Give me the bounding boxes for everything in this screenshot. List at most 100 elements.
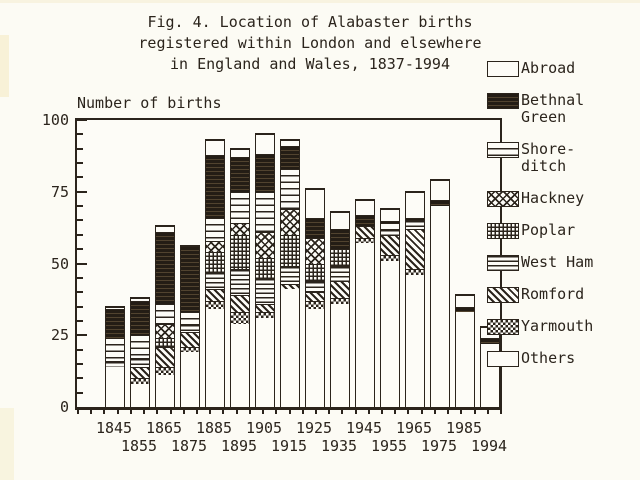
- bar-segment-bethnal: [406, 217, 424, 221]
- legend-label: Poplar: [521, 221, 576, 239]
- legend-swatch-bethnal: [487, 93, 519, 109]
- y-axis-tick: [77, 147, 83, 150]
- x-axis-label-1915: 1915: [270, 437, 308, 455]
- bar-segment-romford: [406, 229, 424, 270]
- scan-artifact-top: [0, 0, 640, 3]
- bar-segment-romford: [356, 226, 374, 238]
- x-axis-tick: [262, 410, 265, 414]
- y-axis-tick-label: 0: [59, 398, 69, 416]
- y-axis-tick: [77, 319, 83, 322]
- bar-segment-shoreditch: [131, 335, 149, 359]
- bar-segment-abroad: [306, 188, 324, 218]
- bar-segment-hackney: [256, 231, 274, 258]
- legend-item-bethnal: Bethnal Green: [487, 92, 637, 126]
- y-axis-tick: [77, 305, 83, 308]
- legend-item-yarmouth: Yarmouth: [487, 318, 637, 335]
- bar-segment-westham: [331, 266, 349, 281]
- y-axis-tick: [77, 348, 83, 351]
- stacked-bar-1855: [130, 296, 150, 407]
- x-axis-tick: [407, 410, 410, 414]
- scan-artifact-left: [0, 35, 9, 97]
- legend-swatch-hackney: [487, 191, 519, 207]
- bar-segment-others: [356, 243, 374, 407]
- bar-segment-shoreditch: [381, 223, 399, 230]
- y-axis-tick: [77, 248, 83, 251]
- figure-title-line-2: registered within London and elsewhere: [138, 34, 482, 52]
- stacked-bar-1875: [180, 245, 200, 407]
- bar-segment-yarmouth: [131, 378, 149, 385]
- bar-segment-poplar: [156, 338, 174, 347]
- x-axis-tick: [394, 410, 397, 414]
- bar-segment-abroad: [356, 200, 374, 215]
- legend-swatch-abroad: [487, 61, 519, 77]
- legend-swatch-poplar: [487, 223, 519, 239]
- x-axis-tick: [248, 410, 251, 414]
- x-axis-label-1845: 1845: [95, 419, 133, 437]
- bar-segment-shoreditch: [206, 217, 224, 241]
- bar-segment-shoreditch: [156, 303, 174, 324]
- y-axis-tick: [77, 119, 87, 121]
- stacked-bar-1925: [305, 187, 325, 407]
- figure-title-line-1: Fig. 4. Location of Alabaster births: [147, 13, 473, 31]
- legend-swatch-westham: [487, 255, 519, 271]
- bar-segment-shoreditch: [231, 191, 249, 224]
- legend-swatch-others: [487, 351, 519, 367]
- bar-segment-hackney: [156, 323, 174, 339]
- y-axis-tick-label: 100: [41, 111, 69, 129]
- bar-segment-poplar: [231, 234, 249, 270]
- bar-segment-bethnal: [381, 220, 399, 224]
- bar-segment-bethnal: [206, 154, 224, 218]
- bar-segment-others: [456, 312, 474, 407]
- bar-segment-westham: [281, 266, 299, 284]
- bar-segment-westham: [131, 358, 149, 367]
- x-axis-label-1925: 1925: [295, 419, 333, 437]
- x-axis-tick: [77, 410, 79, 414]
- bar-segment-romford: [306, 292, 324, 301]
- bar-segment-bethnal: [281, 145, 299, 169]
- bar-segment-abroad: [231, 148, 249, 158]
- bar-segment-abroad: [206, 140, 224, 155]
- x-axis-tick: [103, 410, 106, 414]
- x-axis-tick: [195, 410, 198, 414]
- legend-swatch-romford: [487, 287, 519, 303]
- bar-segment-others: [106, 366, 124, 407]
- x-axis-tick: [420, 410, 423, 414]
- bar-segment-romford: [231, 295, 249, 313]
- y-axis-tick: [77, 334, 87, 337]
- x-axis-tick: [275, 410, 278, 414]
- x-axis-tick: [301, 410, 304, 414]
- x-axis-tick: [447, 410, 450, 414]
- bar-segment-shoreditch: [281, 168, 299, 209]
- x-axis-tick: [381, 410, 384, 414]
- bar-segment-romford: [381, 234, 399, 255]
- figure-title: Fig. 4. Location of Alabaster births reg…: [60, 12, 560, 75]
- x-axis-label-1875: 1875: [170, 437, 208, 455]
- legend-item-romford: Romford: [487, 286, 637, 303]
- bar-segment-bethnal: [106, 309, 124, 339]
- legend-item-shoreditch: Shore- ditch: [487, 141, 637, 175]
- bar-segment-others: [256, 318, 274, 407]
- y-axis-tick: [77, 190, 87, 193]
- bar-segment-hackney: [281, 209, 299, 235]
- x-axis-label-1945: 1945: [345, 419, 383, 437]
- bar-segment-westham: [231, 269, 249, 296]
- x-axis-tick: [314, 410, 317, 414]
- x-axis-tick: [433, 410, 436, 414]
- legend-item-abroad: Abroad: [487, 60, 637, 77]
- stacked-bar-1905: [255, 133, 275, 407]
- bar-segment-yarmouth: [206, 300, 224, 310]
- bar-segment-romford: [156, 346, 174, 367]
- x-axis-tick: [235, 410, 238, 414]
- bar-segment-shoreditch: [106, 338, 124, 362]
- bar-segment-others: [231, 323, 249, 407]
- bar-segment-bethnal: [481, 338, 499, 344]
- bar-segment-romford: [181, 332, 199, 347]
- y-axis-tick: [77, 162, 83, 165]
- bar-segment-westham: [106, 361, 124, 367]
- y-axis-tick: [77, 133, 83, 136]
- bar-segment-westham: [206, 272, 224, 290]
- bar-segment-yarmouth: [231, 312, 249, 324]
- x-axis-tick: [367, 410, 370, 414]
- stacked-bar-1865: [155, 225, 175, 407]
